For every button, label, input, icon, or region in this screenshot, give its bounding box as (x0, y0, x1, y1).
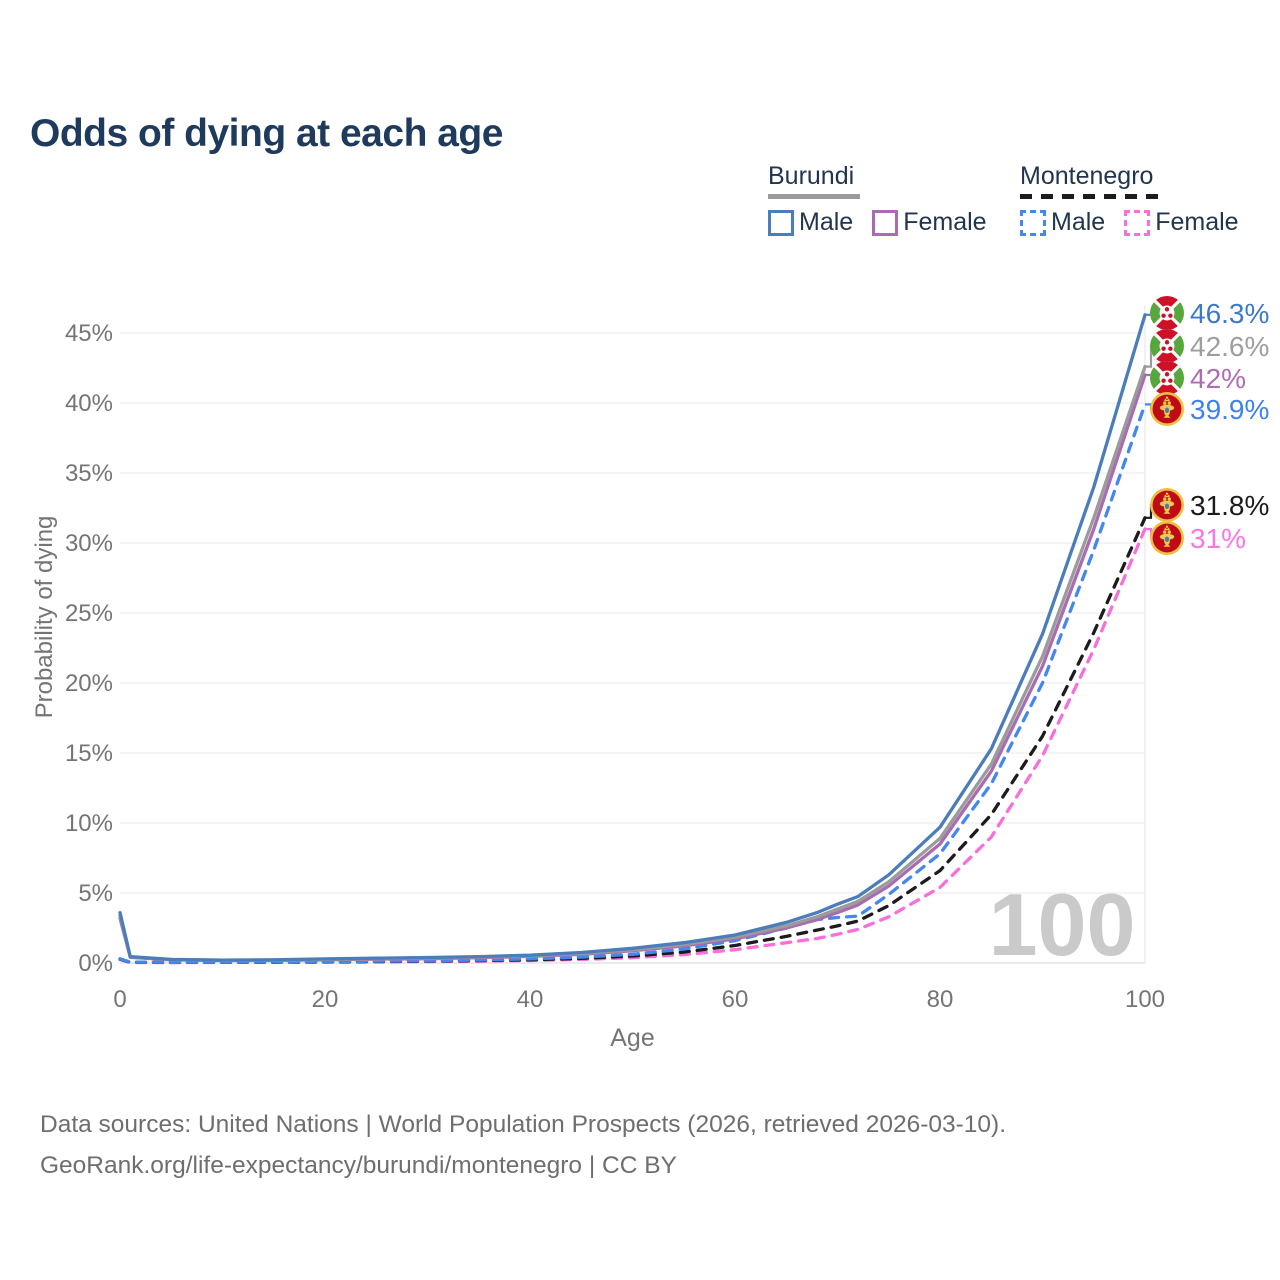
legend-item-burundi-male[interactable]: Male (768, 208, 853, 237)
legend-swatch-burundi-female (872, 209, 899, 236)
x-tick-label: 0 (113, 986, 126, 1013)
y-tick-label: 20% (65, 670, 113, 697)
end-label-burundi-female: 42% (1190, 363, 1246, 394)
y-tick-label: 35% (65, 460, 113, 487)
legend-group-burundi: Burundi Male Female (768, 162, 1006, 237)
legend-country-burundi[interactable]: Burundi (768, 162, 855, 190)
montenegro-flag-icon (1150, 521, 1184, 555)
burundi-flag-icon (1150, 329, 1184, 363)
series-line-burundi-female[interactable] (118, 373, 1147, 963)
y-tick-label: 0% (78, 950, 113, 977)
legend-item-label: Female (1155, 208, 1239, 236)
footer-attribution-link: GeoRank.org/life-expectancy/burundi/mont… (40, 1152, 677, 1179)
end-label-montenegro-male: 39.9% (1190, 394, 1269, 425)
end-label-burundi-both: 42.6% (1190, 331, 1269, 362)
x-tick-label: 40 (517, 986, 544, 1013)
legend-item-label: Male (799, 208, 854, 236)
legend: Burundi Male Female Montenegro Male Fema… (0, 162, 1280, 247)
legend-group-montenegro: Montenegro Male Female (1020, 162, 1258, 237)
y-tick-label: 10% (65, 810, 113, 837)
montenegro-flag-icon (1150, 488, 1184, 522)
y-tick-label: 40% (65, 390, 113, 417)
legend-item-label: Female (903, 208, 987, 236)
end-label-burundi-male: 46.3% (1190, 298, 1269, 329)
burundi-flag-icon (1150, 296, 1184, 330)
series-line-burundi-male[interactable] (118, 313, 1147, 962)
end-label-montenegro-female: 31% (1190, 523, 1246, 554)
y-tick-label: 25% (65, 600, 113, 627)
y-tick-label: 5% (78, 880, 113, 907)
x-tick-label: 80 (927, 986, 954, 1013)
x-tick-label: 100 (1125, 986, 1165, 1013)
x-tick-label: 20 (312, 986, 339, 1013)
legend-line-sample-burundi (768, 194, 860, 199)
y-axis-title: Probability of dying (31, 515, 58, 719)
hover-age-watermark: 100 (989, 875, 1136, 974)
legend-swatch-montenegro-male (1020, 209, 1046, 236)
legend-swatch-burundi-male (768, 209, 794, 236)
page-title: Odds of dying at each age (30, 112, 503, 156)
end-label-montenegro-both: 31.8% (1190, 490, 1269, 521)
footer: Data sources: United Nations | World Pop… (40, 1104, 1006, 1186)
legend-item-burundi-female[interactable]: Female (872, 208, 987, 237)
legend-item-montenegro-female[interactable]: Female (1124, 208, 1239, 237)
x-tick-label: 60 (722, 986, 749, 1013)
burundi-flag-icon (1150, 361, 1184, 395)
x-axis-title: Age (610, 1024, 654, 1052)
y-tick-label: 15% (65, 740, 113, 767)
legend-item-label: Male (1051, 208, 1106, 236)
y-tick-label: 45% (65, 320, 113, 347)
legend-item-montenegro-male[interactable]: Male (1020, 208, 1105, 237)
series-line-burundi-both[interactable] (118, 364, 1147, 962)
legend-line-sample-montenegro (1020, 194, 1161, 199)
legend-swatch-montenegro-female (1124, 209, 1151, 236)
y-tick-label: 30% (65, 530, 113, 557)
montenegro-flag-icon (1150, 392, 1184, 426)
legend-country-montenegro[interactable]: Montenegro (1020, 162, 1154, 190)
footer-data-sources: Data sources: United Nations | World Pop… (40, 1111, 1007, 1138)
